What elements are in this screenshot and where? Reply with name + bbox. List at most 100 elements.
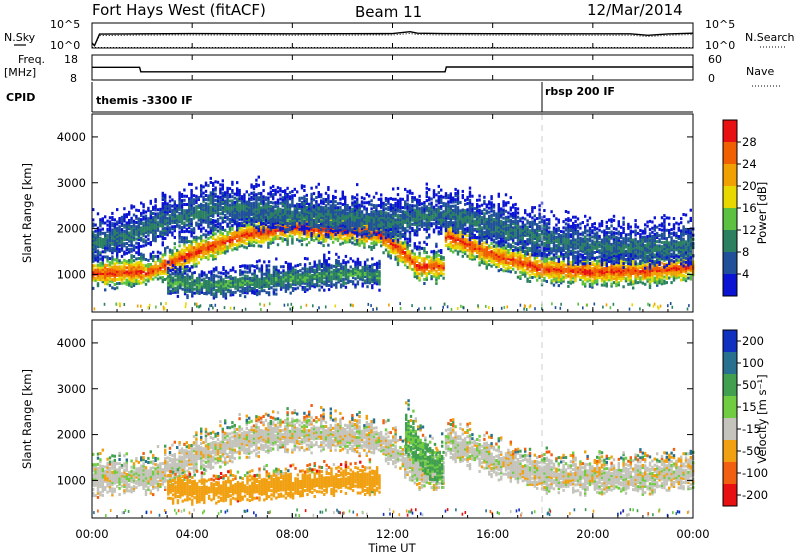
power-echo-cell-1547 [404,259,407,263]
power-echo-cell-91 [111,280,114,284]
power-echo-cell-2140 [524,250,527,253]
power-echo-cell-3260 [229,283,232,287]
power-echo-cell-2106 [519,266,522,270]
power-echo-cell-165 [125,274,128,278]
power-echo-cell-3 [92,274,95,278]
power-echo-cell-1975 [490,242,493,245]
power-echo-cell-1470 [389,244,392,248]
power-echo-cell-2588 [612,266,616,270]
power-echo-cell-526 [197,236,200,240]
power-echo-cell-445 [183,252,186,256]
power-echo-cell-4496 [183,194,186,198]
power-echo-cell-4758 [226,223,229,227]
power-echo-cell-2951 [684,277,688,281]
power-echo-cell-1284 [353,236,356,240]
power-echo-cell-1894 [476,255,479,259]
power-echo-cell-249 [140,265,143,268]
power-echo-cell-2565 [608,266,611,269]
power-echo-cell-3542 [294,287,297,291]
power-echo-cell-3381 [258,290,261,294]
power-echo-cell-780 [252,235,256,239]
power-echo-cell-3669 [323,280,326,284]
power-echo-cell-1029 [303,217,306,221]
power-echo-cell-591 [212,228,215,232]
cpid-row: CPID themis -3300 IF rbsp 200 IF [6,82,693,113]
power-echo-cell-92 [111,278,114,282]
power-echo-cell-2413 [581,280,584,284]
power-echo-cell-2839 [660,272,664,275]
power-echo-cell-590 [212,230,215,234]
power-echo-cell-1282 [353,242,356,246]
power-echo-cell-3197 [215,293,218,297]
power-echo-cell-675 [231,248,234,252]
power-echo-cell-3000 [167,271,170,274]
power-echo-cell-1908 [478,249,481,252]
power-echo-cell-4138 [125,213,128,217]
power-echo-cell-811 [260,240,263,244]
power-echo-cell-2368 [569,269,572,273]
power-echo-cell-4524 [188,197,191,201]
power-echo-cell-138 [118,259,121,263]
power-echo-cell-432 [180,248,184,252]
power-echo-cell-1665 [428,265,431,269]
power-echo-cell-3656 [318,259,321,263]
power-echo-cell-709 [238,238,241,242]
power-echo-cell-3769 [342,265,345,269]
power-echo-cell-533 [200,243,203,246]
power-echo-cell-1560 [406,259,409,263]
power-echo-cell-2049 [504,246,508,250]
power-echo-cell-2905 [675,272,678,276]
power-echo-cell-2832 [658,256,661,260]
power-echo-cell-2412 [581,282,584,286]
power-echo-cell-2020 [500,251,503,255]
power-echo-cell-1792 [454,246,457,250]
power-echo-cell-3123 [195,281,199,284]
power-echo-cell-4410 [168,203,172,207]
power-echo-cell-364 [166,262,169,266]
power-echo-cell-440 [183,263,186,267]
power-echo-cell-581 [212,251,215,255]
power-echo-cell-596 [214,250,217,254]
power-echo-cell-1896 [476,248,479,252]
power-echo-cell-2217 [540,262,544,266]
power-echo-cell-2533 [603,281,606,285]
power-echo-cell-240 [137,252,140,256]
power-echo-cell-658 [226,237,229,241]
power-echo-cell-2430 [584,276,587,280]
power-echo-cell-3321 [243,266,247,270]
power-echo-cell-271 [144,268,148,272]
power-echo-cell-2649 [624,279,628,283]
power-echo-cell-3045 [176,268,180,272]
power-echo-cell-2076 [512,257,515,261]
power-echo-cell-957 [288,232,292,235]
power-echo-cell-764 [250,241,253,245]
power-echo-cell-2119 [521,268,524,272]
power-echo-cell-1483 [392,247,395,251]
power-echo-cell-3592 [306,288,309,292]
power-echo-cell-1486 [392,240,395,244]
power-echo-cell-535 [200,238,203,242]
power-echo-cell-2182 [533,266,536,270]
power-echo-cell-1997 [495,244,498,248]
power-echo-cell-2599 [615,276,618,279]
power-echo-cell-1197 [334,237,337,241]
power-echo-cell-2064 [509,262,512,265]
power-echo-cell-3214 [219,292,223,296]
power-echo-cell-802 [257,236,260,240]
power-echo-cell-2022 [500,247,503,251]
power-echo-cell-4890 [245,190,248,194]
power-echo-cell-1495 [394,249,397,253]
power-echo-cell-3028 [174,280,177,284]
power-echo-cell-1133 [322,229,325,233]
power-echo-cell-3264 [229,275,232,278]
power-echo-cell-864 [269,239,272,243]
power-echo-cell-1600 [413,252,416,256]
power-echo-cell-3016 [171,284,175,288]
power-echo-cell-881 [272,228,275,232]
power-echo-cell-1563 [406,253,409,257]
power-echo-cell-1184 [332,234,335,238]
power-echo-cell-2352 [567,272,570,276]
power-echo-cell-484 [190,246,193,250]
power-echo-cell-818 [260,226,263,230]
power-echo-cell-2928 [680,268,683,272]
